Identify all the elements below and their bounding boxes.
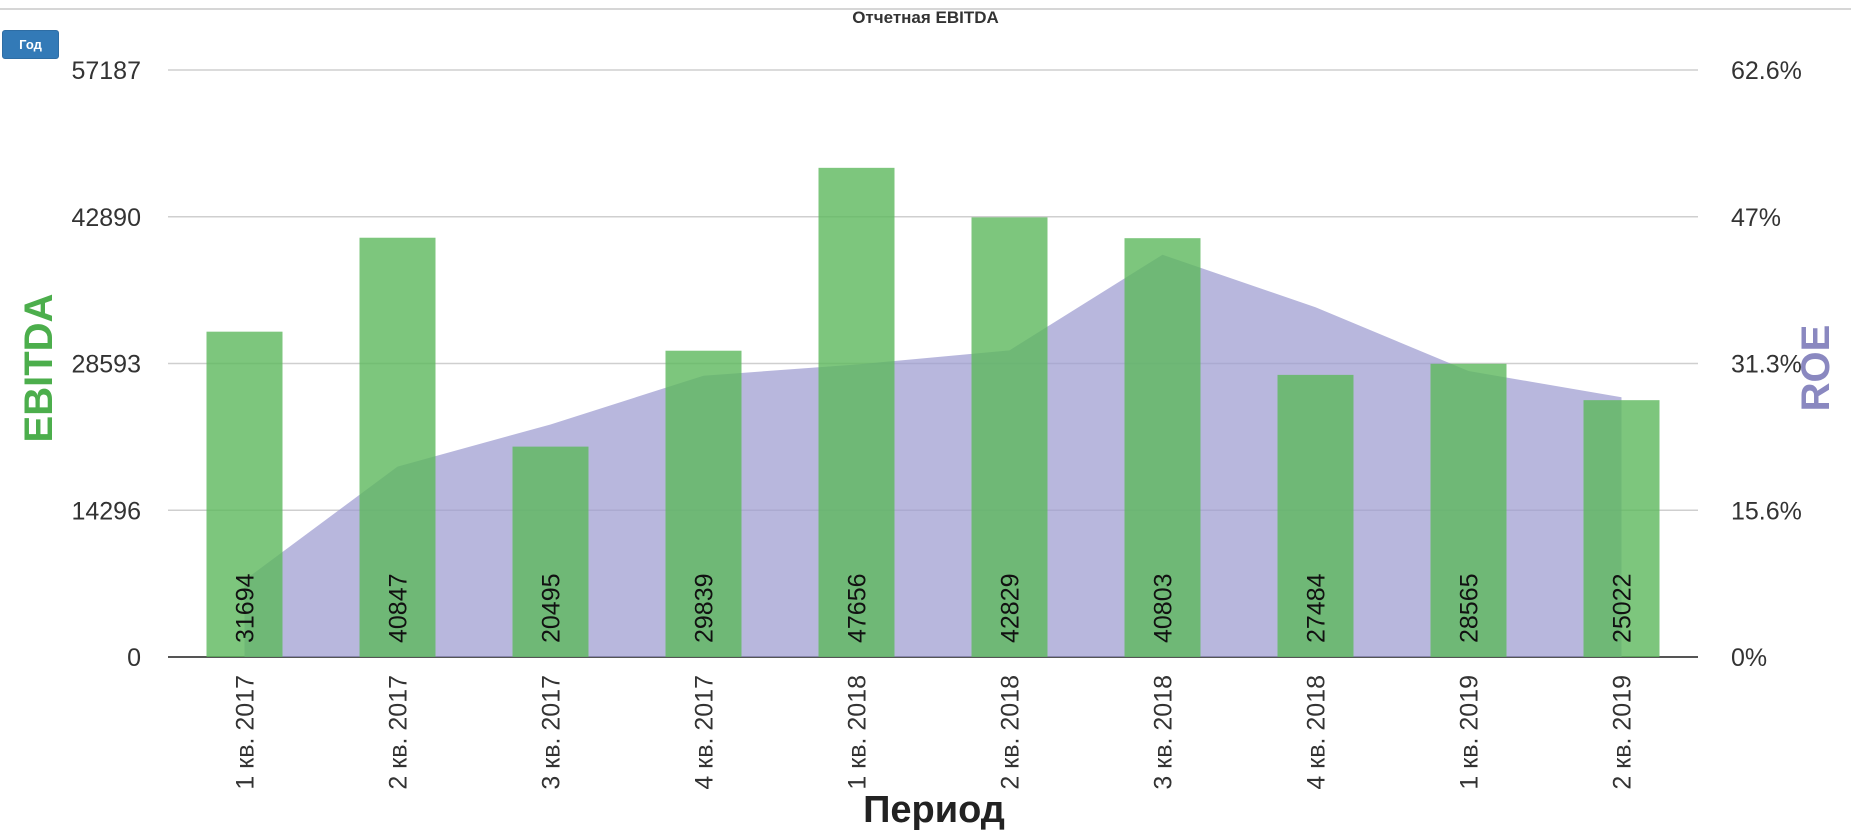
ebitda-bar <box>818 167 895 658</box>
ebitda-bar <box>971 217 1048 657</box>
ebitda-bar <box>1583 400 1660 657</box>
y-axis-title: EBITDA <box>17 294 61 443</box>
ebitda-bar <box>1430 363 1507 657</box>
data-label: 40803 <box>1150 573 1178 643</box>
roe-area <box>244 254 1622 657</box>
data-label: 29839 <box>691 573 719 643</box>
y-tick-label: 57187 <box>71 57 141 85</box>
ebitda-bar-layer <box>206 167 1660 658</box>
x-tick-label: 2 кв. 2019 <box>1609 675 1637 790</box>
y-tick-label: 28593 <box>71 351 141 379</box>
data-label: 25022 <box>1609 573 1637 643</box>
y2-tick-label: 47% <box>1731 204 1781 232</box>
x-axis-title: Период <box>863 789 1005 831</box>
ebitda-bar <box>665 350 742 657</box>
x-tick-label: 4 кв. 2018 <box>1303 675 1331 790</box>
data-label: 40847 <box>385 573 413 643</box>
ebitda-bar <box>512 446 589 657</box>
data-label: 28565 <box>1456 573 1484 643</box>
data-label: 47656 <box>844 573 872 643</box>
x-tick-label: 1 кв. 2018 <box>844 675 872 790</box>
x-tick-label: 2 кв. 2017 <box>385 675 413 790</box>
x-tick-label: 3 кв. 2017 <box>538 675 566 790</box>
y2-tick-label: 62.6% <box>1731 57 1802 85</box>
x-tick-label: 3 кв. 2018 <box>1150 675 1178 790</box>
chart-title: Отчетная EBITDA <box>852 8 999 27</box>
ebitda-bar <box>1277 374 1354 657</box>
roe-area-layer <box>244 254 1622 657</box>
ebitda-bar <box>206 331 283 657</box>
data-label: 42829 <box>997 573 1025 643</box>
y2-axis-title: ROE <box>1794 325 1838 412</box>
ebitda-bar <box>359 237 436 657</box>
period-year-button[interactable]: Год <box>2 30 59 59</box>
x-tick-label: 1 кв. 2019 <box>1456 675 1484 790</box>
x-tick-label: 1 кв. 2017 <box>232 675 260 790</box>
axis-layer: 0 0% 14296 15.6% 28593 31.3% 42890 47% 57187 62.6… <box>71 57 1801 790</box>
x-tick-label: 2 кв. 2018 <box>997 675 1025 790</box>
y2-tick-label: 0% <box>1731 644 1767 672</box>
y-tick-label: 42890 <box>71 204 141 232</box>
ebitda-bar <box>1124 238 1201 657</box>
data-label: 20495 <box>538 573 566 643</box>
y-tick-label: 14296 <box>71 497 141 525</box>
data-label: 27484 <box>1303 573 1331 643</box>
y-tick-label: 0 <box>127 644 141 672</box>
y2-tick-label: 31.3% <box>1731 351 1802 379</box>
data-label: 31694 <box>232 573 260 643</box>
data-label-layer: 31694 40847 20495 29839 47656 42829 40803 27484… <box>232 573 1637 643</box>
x-tick-label: 4 кв. 2017 <box>691 675 719 790</box>
top-divider <box>0 8 1851 10</box>
y2-tick-label: 15.6% <box>1731 497 1802 525</box>
